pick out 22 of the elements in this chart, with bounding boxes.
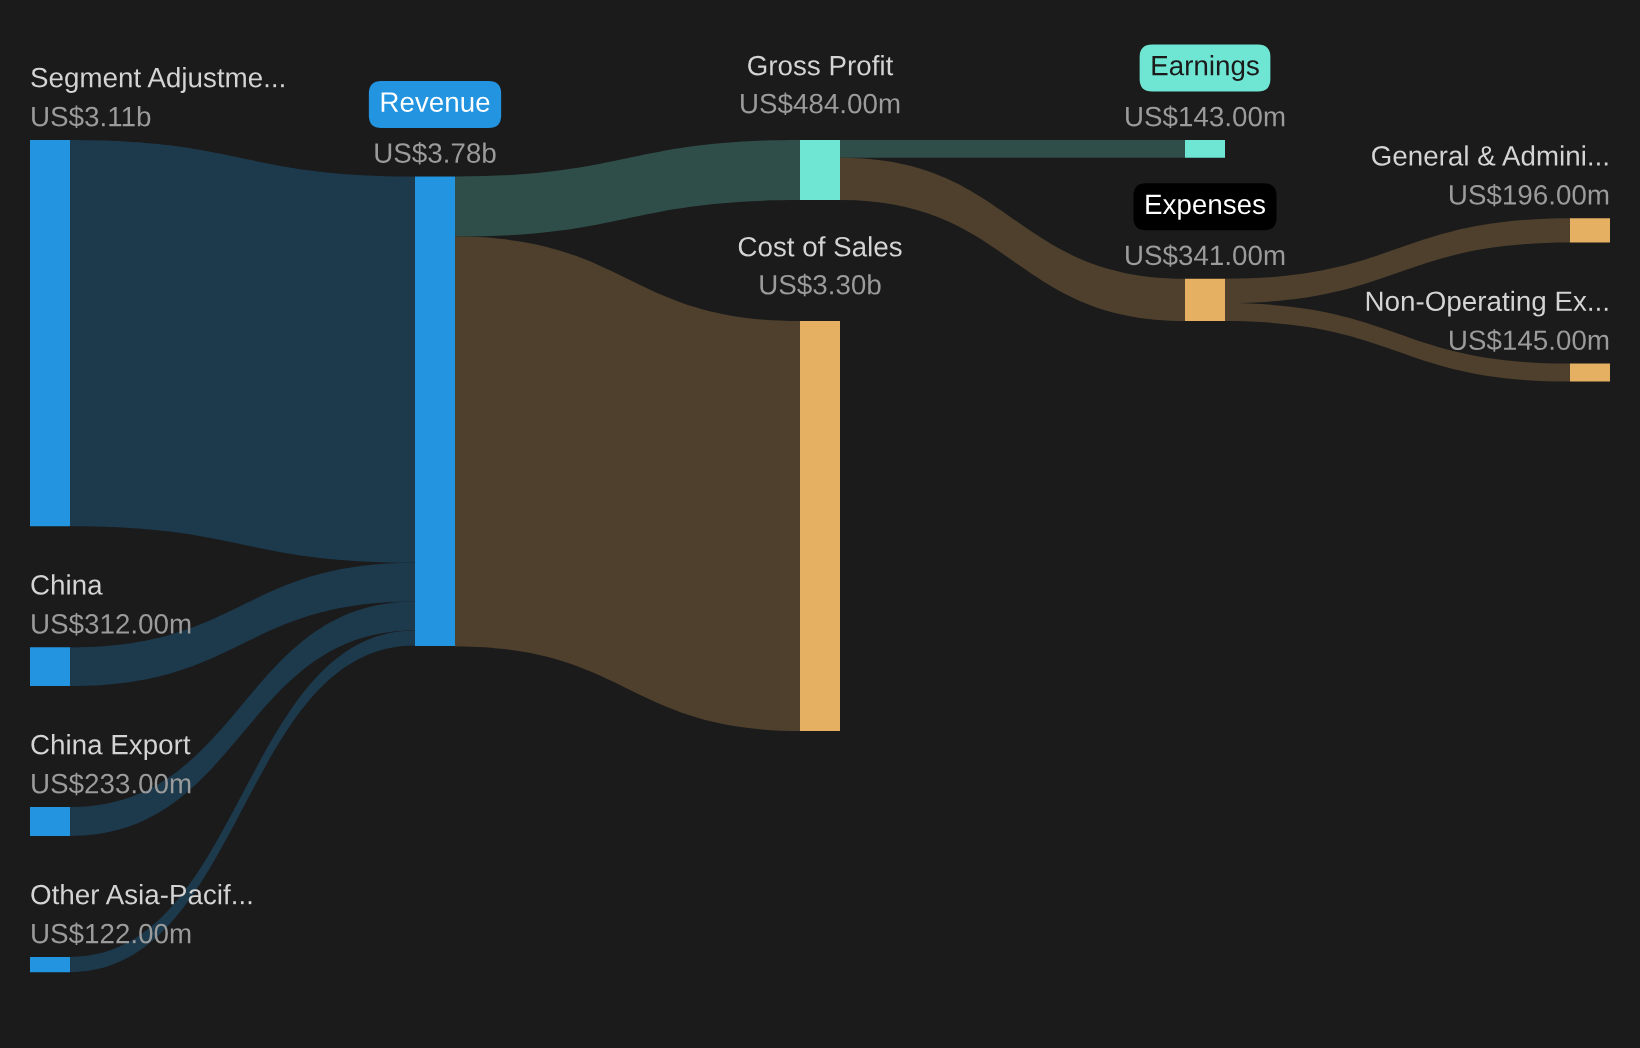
data-label: US$3.11b: [32, 105, 151, 129]
category-label: China: [31, 574, 103, 595]
data-label: US$341.00m: [1126, 244, 1285, 267]
data-label: US$233.00m: [32, 772, 191, 796]
category-label: General & Admini...: [1372, 145, 1608, 166]
data-label: US$484.00m: [741, 92, 900, 116]
category-label: Expenses: [1146, 194, 1265, 220]
category-label: Cost of Sales: [738, 236, 902, 257]
category-label: Revenue: [381, 92, 490, 112]
category-label: Segment Adjustme...: [31, 67, 284, 93]
category-label: China Export: [31, 734, 191, 760]
data-label: US$122.00m: [32, 922, 191, 946]
data-label: US$145.00m: [1450, 329, 1609, 352]
data-label: US$196.00m: [1450, 183, 1609, 207]
data-label: US$3.30b: [760, 273, 881, 297]
category-label: Gross Profit: [748, 55, 894, 76]
category-label: Other Asia-Pacif...: [31, 884, 252, 905]
data-label: US$143.00m: [1126, 105, 1285, 129]
data-label: US$312.00m: [32, 612, 191, 636]
data-label: US$3.78b: [375, 142, 496, 165]
category-label: Non-Operating Ex...: [1366, 290, 1608, 317]
category-label: Earnings: [1152, 55, 1259, 81]
